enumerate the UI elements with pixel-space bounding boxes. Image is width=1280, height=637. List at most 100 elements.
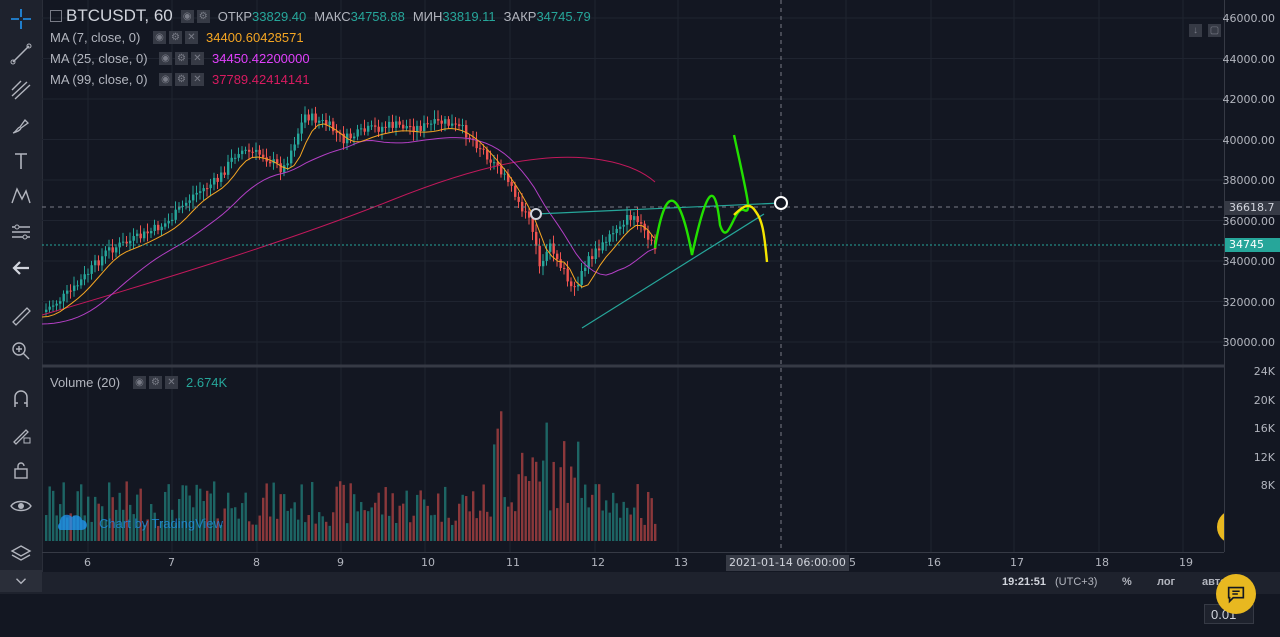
volume-bar [174, 522, 177, 541]
volume-bar [255, 524, 258, 541]
settings-icon[interactable]: ⚙ [175, 52, 188, 65]
log-toggle[interactable]: лог [1157, 576, 1176, 588]
candle [286, 163, 289, 166]
eye-toggle-icon[interactable]: ◉ [159, 73, 172, 86]
candle [545, 251, 548, 261]
volume-bar [552, 461, 555, 541]
time-axis[interactable]: 6 7 8 9 10 11 12 13 15 16 17 18 19 2021-01-14 06:00:… [42, 552, 1224, 573]
eye-toggle-icon[interactable]: ◉ [153, 31, 166, 44]
settings-icon[interactable]: ⚙ [149, 376, 162, 389]
close-icon[interactable]: ✕ [191, 73, 204, 86]
volume-bar [101, 506, 104, 541]
drawing-anchor[interactable] [530, 208, 542, 220]
volume-bar [171, 509, 174, 541]
ma99-label[interactable]: MA (99, close, 0) [50, 72, 148, 87]
candle [360, 128, 363, 130]
volume-label[interactable]: Volume (20) [50, 375, 121, 390]
settings-icon[interactable]: ⚙ [196, 9, 210, 23]
candle [283, 165, 286, 173]
volume-value: 2.674K [186, 375, 228, 390]
pitchfork-icon[interactable] [3, 74, 39, 106]
zoom-in-icon[interactable] [3, 335, 39, 367]
close-value: 34745.79 [536, 8, 591, 24]
pattern-icon[interactable] [3, 180, 39, 212]
price-axis[interactable]: 46000.00 44000.00 42000.00 40000.00 38000.00… [1222, 0, 1280, 552]
candle [577, 284, 580, 287]
chat-button[interactable] [1216, 574, 1256, 614]
back-arrow-icon[interactable] [3, 252, 39, 284]
chevron-down-icon[interactable] [0, 570, 42, 592]
close-icon[interactable]: ✕ [165, 376, 178, 389]
candle [153, 224, 156, 232]
volume-bar [419, 490, 422, 541]
lock-icon[interactable] [3, 454, 39, 486]
close-icon[interactable]: ✕ [185, 31, 198, 44]
chart-area[interactable]: Chart by TradingView BTCUSDT, 60 ◉ ⚙ ОТК… [42, 0, 1251, 552]
candle [381, 126, 384, 132]
candle [62, 293, 65, 302]
clock[interactable]: 19:21:51 [1002, 576, 1047, 588]
volume-bar [360, 502, 363, 541]
volume-bar [206, 490, 209, 541]
volume-bar [531, 457, 534, 541]
volume-bar [332, 512, 335, 541]
text-tool-icon[interactable] [3, 145, 39, 177]
pane-down-icon[interactable]: ↓ [1189, 24, 1202, 37]
ma7-label[interactable]: MA (7, close, 0) [50, 30, 141, 45]
close-icon[interactable]: ✕ [191, 52, 204, 65]
prediction-icon[interactable] [3, 216, 39, 248]
candle [311, 113, 314, 121]
settings-icon[interactable]: ⚙ [175, 73, 188, 86]
candle [395, 121, 398, 128]
brush-icon[interactable] [3, 110, 39, 142]
candle [416, 125, 419, 133]
candle [97, 260, 100, 266]
candle [479, 148, 482, 150]
crosshair-time-tag: 2021-01-14 06:00:00 [726, 555, 849, 571]
candle [493, 162, 496, 164]
volume-bar [388, 515, 391, 541]
crosshair-icon[interactable] [3, 3, 39, 35]
eye-toggle-icon[interactable]: ◉ [159, 52, 172, 65]
collapse-icon[interactable] [50, 10, 62, 22]
volume-bar [244, 492, 247, 541]
candle [45, 309, 48, 312]
volume-bar [619, 517, 622, 541]
eye-toggle-icon[interactable]: ◉ [133, 376, 146, 389]
timezone[interactable]: (UTC+3) [1055, 576, 1098, 588]
price-axis-label: 46000.00 [1222, 12, 1276, 25]
candle [524, 211, 527, 213]
candle [353, 136, 356, 139]
volume-bar [468, 511, 471, 541]
ma7-line [42, 123, 655, 318]
trend-line-icon[interactable] [3, 38, 39, 70]
layers-icon[interactable] [3, 538, 39, 570]
magnet-icon[interactable] [3, 383, 39, 415]
volume-bar [500, 411, 503, 541]
candle [55, 303, 58, 306]
percent-toggle[interactable]: % [1122, 576, 1132, 588]
volume-bar [409, 522, 412, 541]
volume-bar [111, 497, 114, 541]
candle [580, 270, 583, 285]
drawing-anchor[interactable] [774, 196, 788, 210]
price-chart[interactable]: Chart by TradingView [42, 0, 1224, 552]
volume-bar [636, 484, 639, 541]
candle [321, 120, 324, 122]
ruler-icon[interactable] [3, 300, 39, 332]
volume-bar [325, 521, 328, 541]
settings-icon[interactable]: ⚙ [169, 31, 182, 44]
symbol-title[interactable]: BTCUSDT, 60 [66, 6, 173, 25]
eye-toggle-icon[interactable]: ◉ [180, 9, 194, 23]
candle [59, 301, 62, 304]
maximize-pane-icon[interactable]: ▢ [1208, 24, 1221, 37]
volume-bar [566, 502, 569, 541]
lock-drawing-icon[interactable] [3, 419, 39, 451]
candle [195, 192, 198, 195]
eye-icon[interactable] [3, 490, 39, 522]
ma25-label[interactable]: MA (25, close, 0) [50, 51, 148, 66]
candle [80, 279, 83, 286]
candle [143, 231, 146, 239]
volume-bar [157, 525, 160, 541]
candle [342, 133, 345, 144]
